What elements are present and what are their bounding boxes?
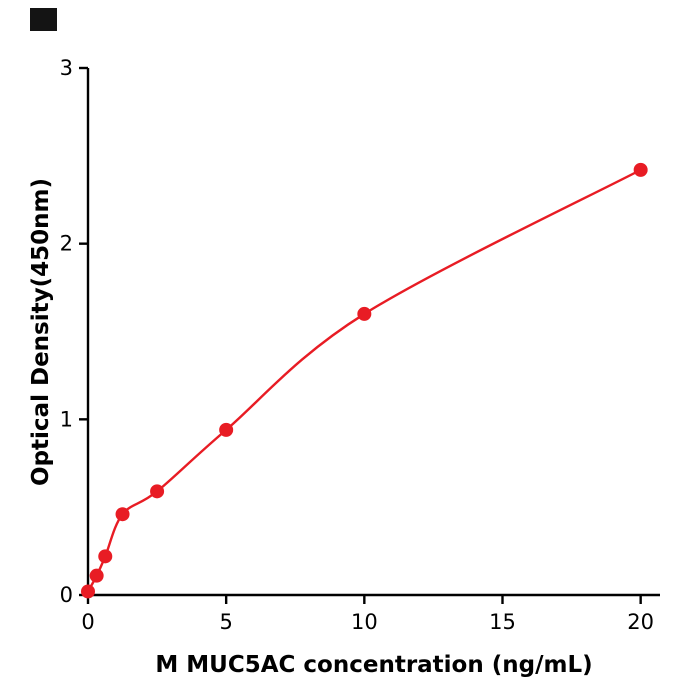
plot-area: 0 5 10 15 20 0 1 2 3 bbox=[60, 56, 660, 634]
corner-mark bbox=[30, 8, 57, 31]
y-tick-label: 1 bbox=[60, 407, 73, 431]
data-point bbox=[115, 507, 130, 522]
x-tick-label: 5 bbox=[219, 610, 232, 634]
y-tick-label: 3 bbox=[60, 56, 73, 80]
data-point bbox=[633, 162, 648, 177]
data-point bbox=[357, 306, 372, 321]
data-point bbox=[219, 422, 234, 437]
data-point bbox=[98, 549, 113, 564]
fit-curve bbox=[86, 168, 642, 593]
y-tick-label: 0 bbox=[60, 583, 73, 607]
x-axis-label: M MUC5AC concentration (ng/mL) bbox=[155, 652, 592, 678]
data-point bbox=[81, 584, 95, 599]
y-axis-label: Optical Density(450nm) bbox=[28, 178, 54, 486]
y-tick-label: 2 bbox=[60, 232, 73, 256]
data-point bbox=[89, 568, 104, 583]
x-tick-label: 15 bbox=[489, 610, 516, 634]
x-tick-label: 20 bbox=[627, 610, 654, 634]
data-point bbox=[150, 484, 165, 499]
x-tick-label: 10 bbox=[351, 610, 378, 634]
x-tick-label: 0 bbox=[81, 610, 94, 634]
